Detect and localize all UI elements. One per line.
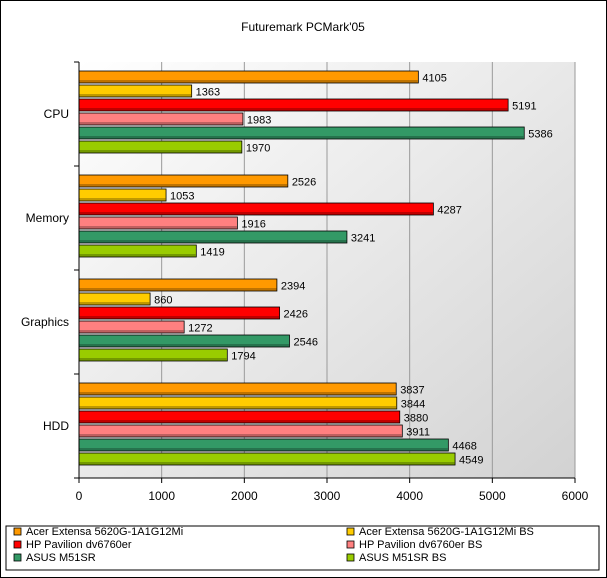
data-label: 1970: [246, 143, 270, 155]
legend-swatch: [346, 553, 355, 562]
data-label: 1363: [196, 87, 220, 99]
data-label: 1053: [170, 191, 194, 203]
bar-shade: [79, 330, 184, 333]
data-label: 1419: [200, 247, 224, 259]
bars: 4105 1363 5191 1983 5386 1970 2526 1053 4287 1916…: [78, 70, 553, 467]
data-label: 4468: [452, 441, 476, 453]
bar-shade: [79, 434, 402, 437]
bar-shade: [79, 212, 433, 215]
data-label: 4549: [459, 455, 483, 467]
x-tick-label: 6000: [562, 489, 589, 503]
legend-swatch: [13, 553, 22, 562]
legend-swatch: [346, 527, 355, 536]
bar-shade: [79, 94, 192, 97]
axes: CPU Memory Graphics HDD 0 1000 2000 3000 4000 500…: [21, 61, 589, 503]
bar-shade: [79, 122, 243, 125]
legend-swatch: [13, 527, 22, 536]
bar-shade: [79, 462, 455, 465]
legend-label: Acer Extensa 5620G-1A1G12Mi: [26, 526, 183, 538]
data-label: 2546: [293, 337, 317, 349]
data-label: 1916: [241, 219, 265, 231]
legend: Acer Extensa 5620G-1A1G12Mi Acer Extensa …: [5, 525, 600, 571]
bar-shade: [79, 358, 227, 361]
bar-shade: [79, 344, 289, 347]
bar-shade: [79, 108, 508, 111]
bar-shade: [79, 406, 397, 409]
data-label: 860: [154, 295, 172, 307]
legend-label: ASUS M51SR: [26, 552, 96, 564]
bar-shade: [79, 184, 288, 187]
legend-label: Acer Extensa 5620G-1A1G12Mi BS: [359, 526, 534, 538]
bar-shade: [79, 226, 237, 229]
bar-shade: [79, 420, 400, 423]
bar-shade: [79, 448, 448, 451]
data-label: 2426: [284, 309, 308, 321]
category-label: Memory: [26, 211, 69, 225]
bar-shade: [79, 254, 196, 257]
data-label: 3241: [351, 233, 375, 245]
data-label: 4105: [422, 73, 446, 85]
bar-shade: [79, 240, 347, 243]
category-label: HDD: [43, 419, 69, 433]
bar-shade: [79, 80, 418, 83]
data-label: 5191: [512, 101, 536, 113]
data-label: 4287: [437, 205, 461, 217]
chart-title: Futuremark PCMark'05: [241, 20, 365, 34]
legend-swatch: [346, 540, 355, 549]
data-label: 3844: [401, 399, 425, 411]
category-label: Graphics: [21, 315, 69, 329]
data-label: 5386: [528, 129, 552, 141]
data-label: 1794: [231, 351, 255, 363]
legend-swatch: [13, 540, 22, 549]
legend-label: HP Pavilion dv6760er: [26, 539, 132, 551]
bar-shade: [79, 392, 396, 395]
bar-shade: [79, 302, 150, 305]
bar-shade: [79, 136, 524, 139]
legend-box: [5, 525, 600, 571]
x-tick-label: 0: [76, 489, 83, 503]
data-label: 3880: [404, 413, 428, 425]
bar-shade: [79, 316, 280, 319]
data-label: 2394: [281, 281, 305, 293]
data-label: 3911: [406, 427, 430, 439]
data-label: 2526: [292, 177, 316, 189]
x-tick-label: 4000: [396, 489, 423, 503]
x-tick-label: 1000: [148, 489, 175, 503]
x-tick-label: 2000: [231, 489, 258, 503]
legend-label: ASUS M51SR BS: [359, 552, 446, 564]
legend-label: HP Pavilion dv6760er BS: [359, 539, 482, 551]
bar-shade: [79, 288, 277, 291]
x-tick-label: 5000: [479, 489, 506, 503]
bar-shade: [79, 198, 166, 201]
data-label: 1272: [188, 323, 212, 335]
data-label: 3837: [400, 385, 424, 397]
data-label: 1983: [247, 115, 271, 127]
bar-shade: [79, 150, 242, 153]
x-tick-label: 3000: [314, 489, 341, 503]
category-label: CPU: [44, 107, 69, 121]
